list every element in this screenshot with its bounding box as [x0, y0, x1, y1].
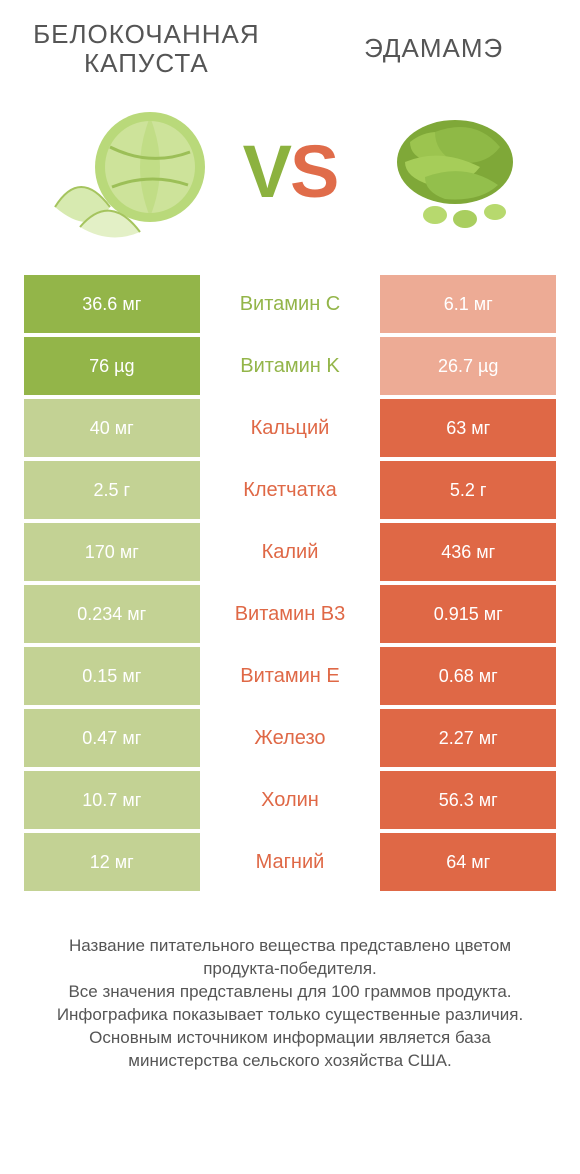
value-right: 64 мг	[380, 833, 556, 891]
value-left: 12 мг	[24, 833, 200, 891]
value-left: 0.47 мг	[24, 709, 200, 767]
nutrient-name: Калий	[200, 523, 381, 581]
value-right: 63 мг	[380, 399, 556, 457]
value-right: 0.68 мг	[380, 647, 556, 705]
vs-letter-v: V	[243, 130, 290, 213]
vs-letter-s: S	[290, 130, 337, 213]
value-right: 5.2 г	[380, 461, 556, 519]
infographic-root: БЕЛОКОЧАННАЯ КАПУСТА ЭДАМАМЭ VS	[0, 0, 580, 1174]
value-left: 0.234 мг	[24, 585, 200, 643]
value-right: 26.7 µg	[380, 337, 556, 395]
cabbage-icon	[40, 97, 210, 247]
comparison-table: 36.6 мгВитамин C6.1 мг76 µgВитамин K26.7…	[24, 275, 556, 895]
footer-line: Название питательного вещества представл…	[32, 935, 548, 981]
header-row: БЕЛОКОЧАННАЯ КАПУСТА ЭДАМАМЭ	[24, 20, 556, 77]
nutrient-name: Витамин B3	[200, 585, 381, 643]
footer-line: Инфографика показывает только существенн…	[32, 1004, 548, 1027]
product-image-right	[354, 107, 556, 237]
table-row: 170 мгКалий436 мг	[24, 523, 556, 581]
value-left: 36.6 мг	[24, 275, 200, 333]
nutrient-name: Магний	[200, 833, 381, 891]
footer-line: Основным источником информации является …	[32, 1027, 548, 1073]
footer-line: Все значения представлены для 100 граммо…	[32, 981, 548, 1004]
value-left: 10.7 мг	[24, 771, 200, 829]
nutrient-name: Витамин C	[200, 275, 381, 333]
nutrient-name: Холин	[200, 771, 381, 829]
value-right: 56.3 мг	[380, 771, 556, 829]
value-right: 6.1 мг	[380, 275, 556, 333]
table-row: 76 µgВитамин K26.7 µg	[24, 337, 556, 395]
nutrient-name: Клетчатка	[200, 461, 381, 519]
vs-label: VS	[226, 135, 354, 209]
value-left: 2.5 г	[24, 461, 200, 519]
value-left: 170 мг	[24, 523, 200, 581]
edamame-icon	[380, 107, 530, 237]
table-row: 2.5 гКлетчатка5.2 г	[24, 461, 556, 519]
value-left: 0.15 мг	[24, 647, 200, 705]
value-left: 40 мг	[24, 399, 200, 457]
table-row: 10.7 мгХолин56.3 мг	[24, 771, 556, 829]
table-row: 0.234 мгВитамин B30.915 мг	[24, 585, 556, 643]
nutrient-name: Кальций	[200, 399, 381, 457]
table-row: 12 мгМагний64 мг	[24, 833, 556, 891]
value-left: 76 µg	[24, 337, 200, 395]
value-right: 0.915 мг	[380, 585, 556, 643]
image-row: VS	[24, 97, 556, 247]
nutrient-name: Витамин E	[200, 647, 381, 705]
product-title-right: ЭДАМАМЭ	[311, 34, 556, 63]
value-right: 436 мг	[380, 523, 556, 581]
product-title-left: БЕЛОКОЧАННАЯ КАПУСТА	[24, 20, 269, 77]
table-row: 36.6 мгВитамин C6.1 мг	[24, 275, 556, 333]
value-right: 2.27 мг	[380, 709, 556, 767]
nutrient-name: Витамин K	[200, 337, 381, 395]
table-row: 0.47 мгЖелезо2.27 мг	[24, 709, 556, 767]
nutrient-name: Железо	[200, 709, 381, 767]
table-row: 40 мгКальций63 мг	[24, 399, 556, 457]
product-image-left	[24, 97, 226, 247]
table-row: 0.15 мгВитамин E0.68 мг	[24, 647, 556, 705]
footer-text: Название питательного вещества представл…	[24, 935, 556, 1073]
